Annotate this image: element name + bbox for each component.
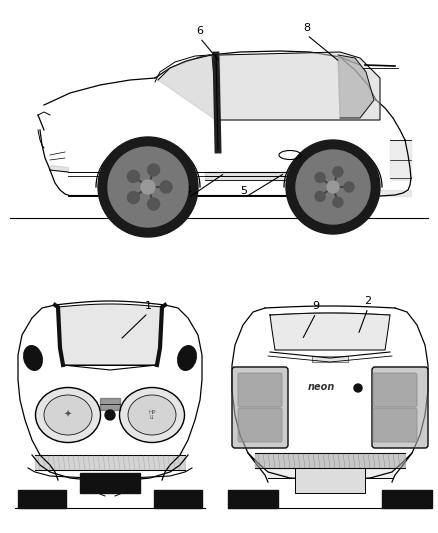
Polygon shape (338, 55, 374, 118)
Text: 3: 3 (114, 186, 121, 196)
Polygon shape (312, 356, 348, 362)
Bar (382, 490, 432, 508)
Circle shape (141, 180, 155, 194)
Circle shape (108, 147, 188, 227)
Bar (312, 356, 348, 362)
Bar (295, 468, 365, 493)
Ellipse shape (120, 387, 184, 442)
Bar (228, 490, 278, 508)
FancyBboxPatch shape (238, 408, 282, 442)
Text: 9: 9 (312, 301, 320, 311)
Text: 4: 4 (184, 186, 191, 196)
Bar (154, 490, 202, 508)
Ellipse shape (44, 395, 92, 435)
Circle shape (148, 198, 159, 210)
Circle shape (315, 191, 325, 201)
Circle shape (296, 150, 370, 224)
FancyBboxPatch shape (232, 367, 288, 448)
Ellipse shape (128, 395, 176, 435)
Bar (80, 473, 140, 493)
Circle shape (160, 181, 172, 193)
Circle shape (333, 197, 343, 207)
FancyBboxPatch shape (373, 408, 417, 442)
Text: 1: 1 (145, 301, 152, 311)
Circle shape (127, 171, 139, 182)
Ellipse shape (24, 346, 42, 370)
Text: 8: 8 (304, 23, 311, 33)
Circle shape (354, 384, 362, 392)
Circle shape (127, 191, 139, 204)
Circle shape (286, 140, 380, 234)
Circle shape (333, 167, 343, 177)
Text: 5: 5 (240, 186, 247, 196)
Polygon shape (158, 55, 216, 120)
FancyBboxPatch shape (372, 367, 428, 448)
Ellipse shape (178, 346, 196, 370)
Text: 6: 6 (197, 26, 204, 36)
Polygon shape (270, 313, 390, 350)
Circle shape (148, 164, 159, 176)
Circle shape (105, 410, 115, 420)
FancyBboxPatch shape (373, 373, 417, 407)
FancyBboxPatch shape (238, 373, 282, 407)
Text: ✦: ✦ (64, 410, 72, 420)
Text: 2: 2 (364, 296, 371, 306)
Circle shape (327, 181, 339, 193)
Polygon shape (220, 52, 380, 120)
Polygon shape (58, 304, 162, 365)
Text: HP
LI: HP LI (148, 409, 155, 421)
Circle shape (98, 137, 198, 237)
Circle shape (315, 173, 325, 183)
Circle shape (344, 182, 354, 192)
Bar (18, 490, 66, 508)
Text: neon: neon (308, 382, 336, 392)
Ellipse shape (35, 387, 100, 442)
